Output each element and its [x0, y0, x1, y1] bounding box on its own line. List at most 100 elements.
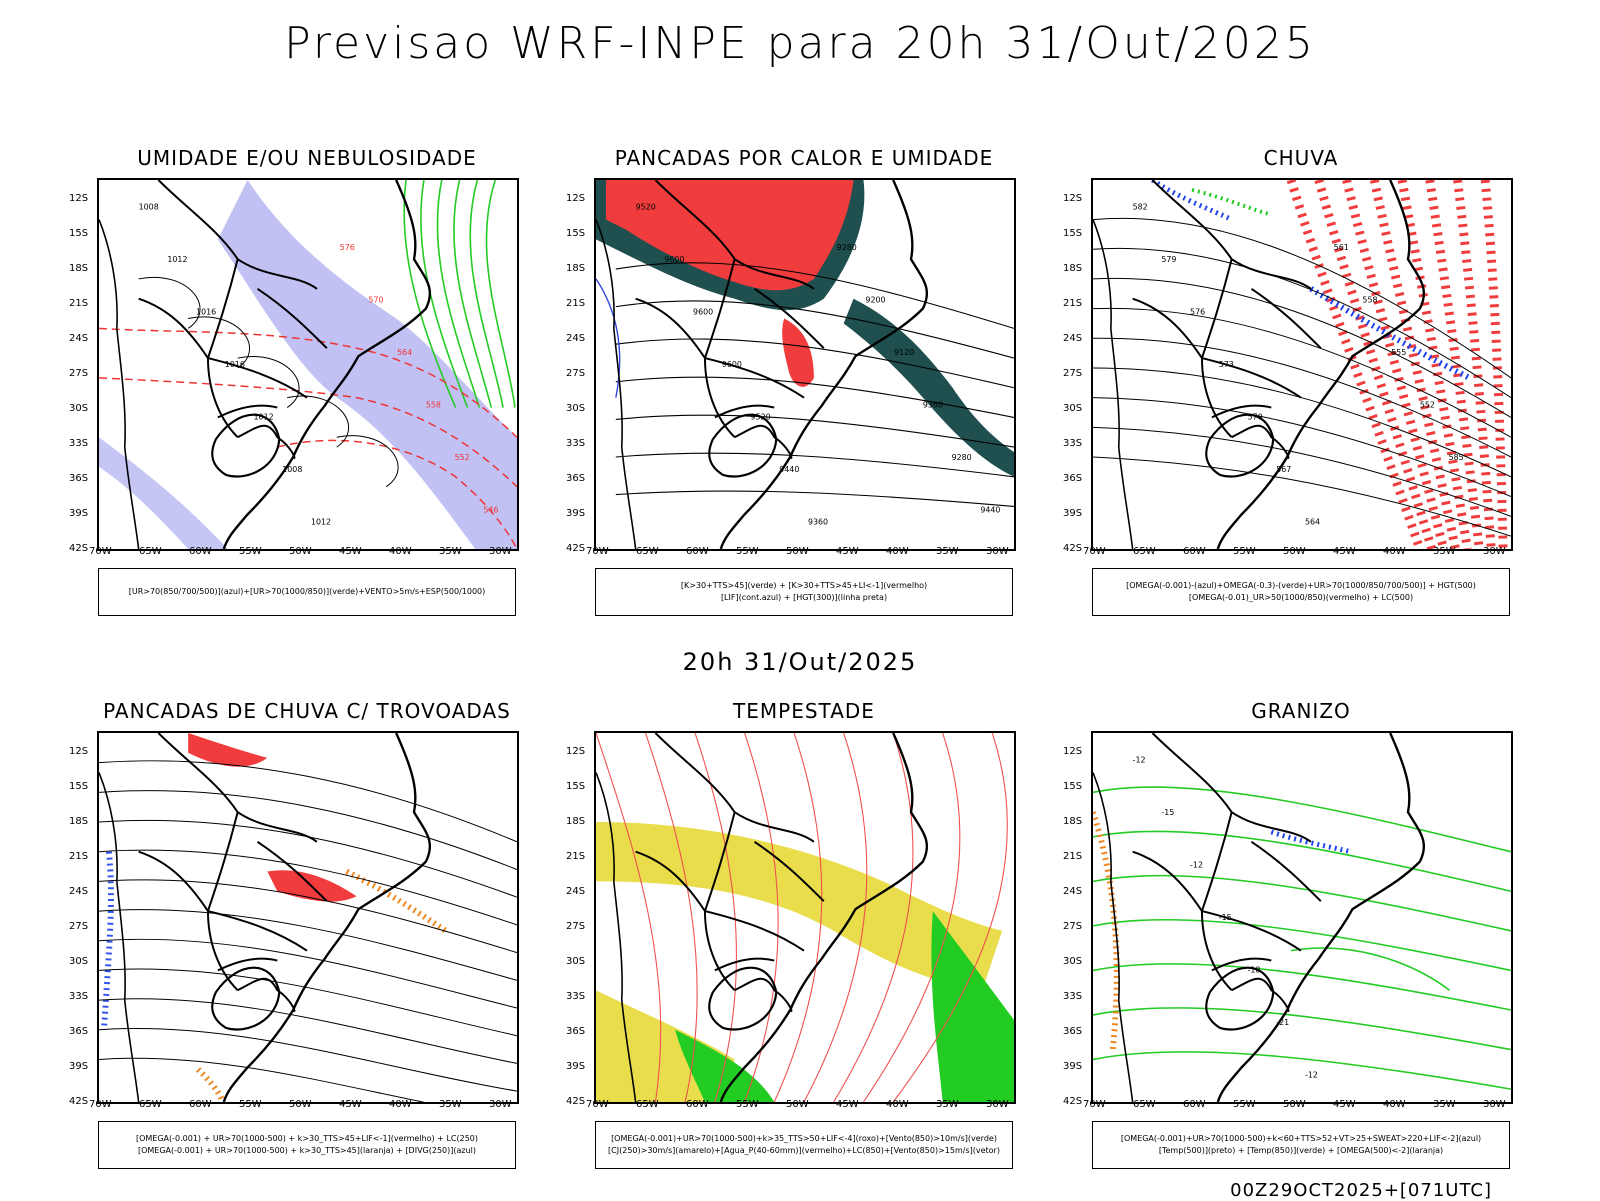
streamline [99, 849, 517, 926]
geopotential-contour [1093, 337, 1511, 458]
contour-label: 1012 [254, 412, 274, 421]
country-border [256, 287, 328, 349]
legend-line: [CJ(250)>30m/s](amarelo)+[Agua_P(40-60mm… [608, 1146, 1000, 1155]
weather-map[interactable]: 9520 9600 9600 9600 9520 9440 9360 9280 9200 9120… [594, 178, 1016, 551]
latitude-label: 33S [566, 438, 586, 449]
longitude-label: 45W [339, 1099, 362, 1110]
country-border [1211, 957, 1272, 972]
map-legend: [OMEGA(-0.001)+UR>70(1000-500)+k<60+TTS>… [1092, 1121, 1510, 1169]
country-border [1201, 357, 1302, 399]
longitude-label: 30W [1483, 1099, 1506, 1110]
contour-label: 552 [455, 453, 470, 462]
rain-streak [1286, 180, 1425, 549]
weather-map[interactable]: 1008 1012 1016 1016 1012 1008 1012 576 570 564 558… [97, 178, 519, 551]
country-border [217, 957, 278, 972]
temp850-contour [1093, 786, 1511, 853]
coastline-west [99, 219, 140, 549]
humidity-contour-green [453, 180, 493, 408]
longitude-label: 55W [1233, 1099, 1256, 1110]
panel-title: UMIDADE E/OU NEBULOSIDADE [137, 146, 477, 170]
latitude-label: 18S [566, 263, 586, 274]
latitude-label: 21S [1063, 851, 1083, 862]
contour-label: 9520 [751, 412, 771, 421]
latitude-label: 21S [69, 851, 89, 862]
coastline-west [99, 772, 140, 1102]
contour-label: 570 [1248, 412, 1263, 421]
latitude-label: 42S [1063, 1096, 1083, 1107]
country-border [1132, 297, 1203, 359]
latitude-label: 24S [69, 886, 89, 897]
contour-label: 1012 [167, 255, 187, 264]
temp850-contour [1093, 1007, 1511, 1051]
country-border [157, 733, 318, 843]
longitude-label: 30W [986, 546, 1009, 557]
map-legend: [OMEGA(-0.001) + UR>70(1000-500) + k>30_… [98, 1121, 516, 1169]
latitude-label: 21S [1063, 298, 1083, 309]
longitude-label: 50W [786, 546, 809, 557]
omega-orange [1093, 811, 1120, 1050]
panel-title: CHUVA [1263, 146, 1339, 170]
latitude-label: 30S [1063, 403, 1083, 414]
temp850-contour [1093, 830, 1511, 893]
latitude-label: 42S [1063, 543, 1083, 554]
rain-streak [1480, 180, 1508, 549]
latitude-label: 39S [566, 1061, 586, 1072]
map-canvas: 1008 1012 1016 1016 1012 1008 1012 576 570 564 558… [99, 180, 517, 549]
legend-line: [K>30+TTS>45](verde) + [K>30+TTS>45+LI<-… [680, 581, 928, 590]
longitude-label: 65W [1133, 1099, 1156, 1110]
longitude-label: 70W [89, 546, 112, 557]
streamline-red [645, 733, 698, 1102]
contour-label: -12 [1190, 861, 1203, 870]
weather-map[interactable] [97, 731, 519, 1104]
contour-label: 567 [1276, 465, 1291, 474]
weather-map[interactable]: 582 579 576 573 570 567 564 561 558 555 552 585 [1091, 178, 1513, 551]
latitude-label: 15S [566, 781, 586, 792]
latitude-label: 30S [566, 403, 586, 414]
latitude-label: 15S [69, 228, 89, 239]
contour-label: 9280 [837, 243, 857, 252]
latitude-label: 21S [566, 298, 586, 309]
map-canvas: 582 579 576 573 570 567 564 561 558 555 552 585 [1093, 180, 1511, 549]
latitude-label: 33S [69, 991, 89, 1002]
latitude-label: 30S [1063, 956, 1083, 967]
wind-green-east [931, 911, 1014, 1102]
latitude-label: 24S [1063, 886, 1083, 897]
longitude-label: 40W [886, 1099, 909, 1110]
contour-label: 1012 [311, 517, 331, 526]
contour-label: 1008 [139, 203, 159, 212]
longitude-label: 65W [139, 1099, 162, 1110]
country-border [1231, 424, 1290, 459]
country-border [1151, 180, 1312, 290]
map-canvas [99, 733, 517, 1102]
latitude-label: 42S [69, 543, 89, 554]
country-border [138, 297, 209, 359]
latitude-label: 42S [566, 543, 586, 554]
latitude-label: 27S [1063, 368, 1083, 379]
valid-time-title: 20h 31/Out/2025 [682, 648, 918, 676]
longitude-label: 70W [1083, 1099, 1106, 1110]
contour-label: 579 [1161, 255, 1176, 264]
contour-label: 9200 [865, 296, 885, 305]
latitude-label: 12S [1063, 193, 1083, 204]
country-border [1201, 910, 1302, 952]
isobar [336, 435, 399, 488]
longitude-label: 70W [1083, 546, 1106, 557]
streamline-red [892, 733, 1008, 1102]
coastline [719, 733, 929, 1102]
weather-map[interactable]: -12 -15 -12 -15 -18 -21 -12 [1091, 731, 1513, 1104]
streamline-red [833, 733, 914, 1102]
longitude-label: 60W [686, 1099, 709, 1110]
latitude-label: 15S [566, 228, 586, 239]
latitude-label: 18S [69, 263, 89, 274]
coastline [1216, 180, 1426, 549]
weather-map[interactable] [594, 731, 1016, 1104]
streamline-red [694, 733, 737, 1102]
latitude-label: 39S [1063, 508, 1083, 519]
run-stamp: 00Z29OCT2025+[071UTC] [1230, 1180, 1492, 1201]
map-canvas: -12 -15 -12 -15 -18 -21 -12 [1093, 733, 1511, 1102]
country-border [138, 850, 209, 912]
latitude-label: 30S [69, 956, 89, 967]
thunder-red-north [188, 733, 268, 767]
contour-label: 9280 [952, 453, 972, 462]
streamline [99, 968, 517, 1037]
